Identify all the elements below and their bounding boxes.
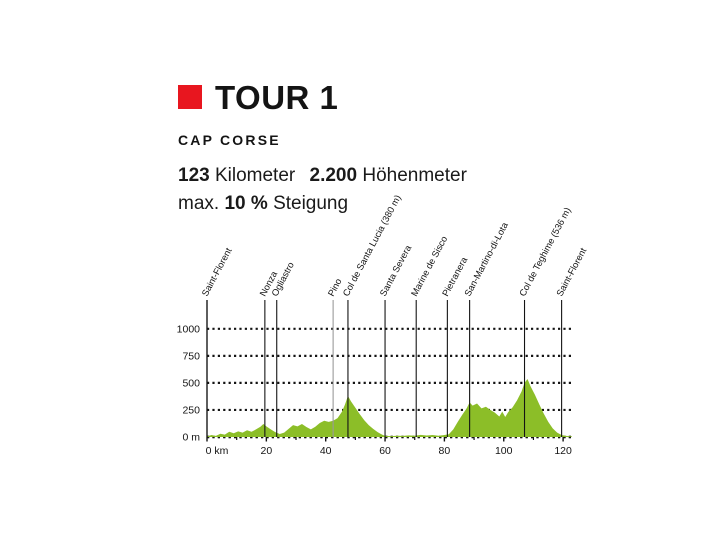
page-title: TOUR 1	[215, 78, 339, 116]
y-tick-label: 750	[182, 350, 200, 362]
x-tick-label: 0 km	[206, 445, 229, 457]
y-tick-label: 500	[182, 378, 200, 390]
x-tick-label: 20	[261, 445, 273, 457]
red-square-icon	[178, 85, 202, 109]
y-tick-label: 1000	[177, 323, 201, 335]
chart-y-tick-labels: 0 m 250 500 750 1000	[177, 323, 201, 443]
tour-subtitle: CAP CORSE	[178, 132, 281, 148]
gradient-prefix: max.	[178, 193, 220, 214]
waypoint-label: Pino	[326, 277, 344, 298]
x-tick-label: 40	[320, 445, 332, 457]
elevation-value: 2.200	[309, 165, 358, 186]
waypoint-label: Saint-Florent	[555, 246, 589, 298]
y-tick-label: 0 m	[182, 432, 200, 444]
chart-x-tick-labels: 0 km 20 40 60 80 100 120	[206, 445, 572, 457]
x-tick-label: 60	[379, 445, 391, 457]
gradient-value: 10 %	[224, 193, 268, 214]
waypoint-label: Saint-Florent	[200, 246, 234, 298]
tour-stats: 123 Kilometer 2.200 Höhenmeter max. 10 %…	[178, 162, 598, 218]
stats-line-1: 123 Kilometer 2.200 Höhenmeter	[178, 162, 598, 190]
chart-waypoint-lines	[206, 300, 563, 437]
y-tick-label: 250	[182, 405, 200, 417]
tour-header: TOUR 1 CAP CORSE 123 Kilometer 2.200 Höh…	[178, 80, 598, 218]
gradient-suffix: Steigung	[273, 193, 349, 214]
distance-value: 123	[178, 165, 210, 186]
stats-line-2: max. 10 % Steigung	[178, 190, 598, 218]
waypoint-label: Santa Severa	[378, 243, 414, 298]
x-tick-label: 100	[495, 445, 513, 457]
elevation-unit: Höhenmeter	[362, 165, 467, 186]
x-tick-label: 120	[554, 445, 572, 457]
waypoint-label: San-Martino-di-Lota	[463, 220, 511, 298]
x-tick-label: 80	[439, 445, 451, 457]
title-row: TOUR 1	[178, 80, 598, 114]
chart-x-ticks	[206, 437, 564, 442]
chart-area-series	[207, 379, 572, 437]
distance-unit: Kilometer	[214, 165, 296, 186]
